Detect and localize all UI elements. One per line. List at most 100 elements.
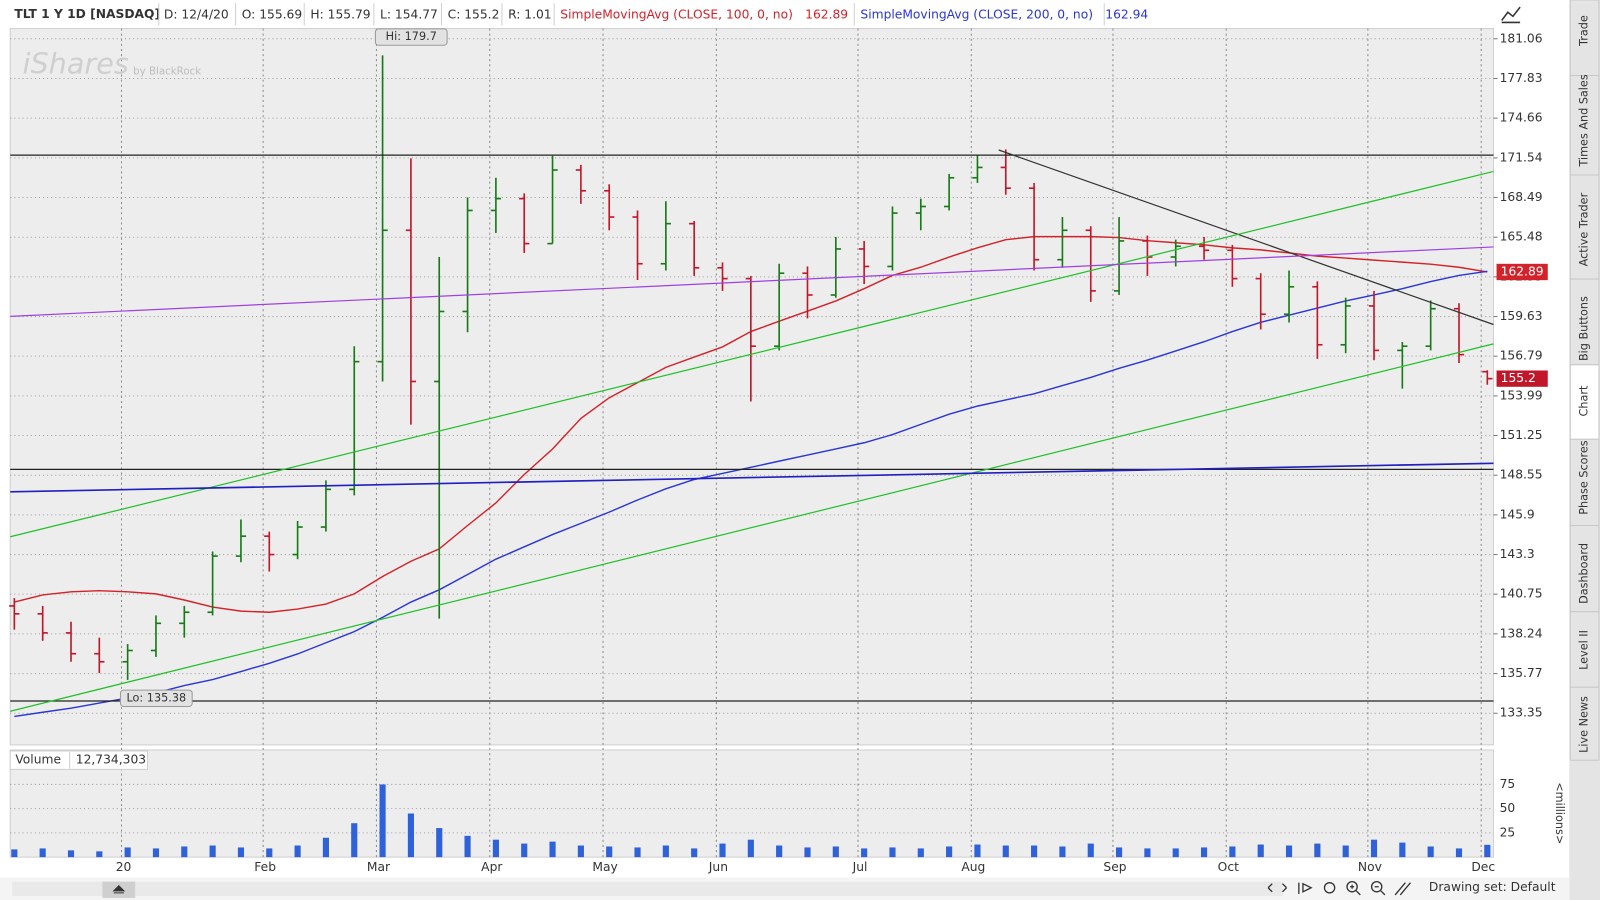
- y-tick-label: 145.9: [1500, 507, 1535, 521]
- sidebar-tab-label[interactable]: Live News: [1578, 696, 1591, 753]
- ohlc-bar: [689, 221, 700, 276]
- label: Lo:: [126, 691, 143, 704]
- annotation-text: Lo: 135.38: [126, 691, 186, 704]
- ohlc-bar: [1453, 303, 1465, 364]
- value: 155.79: [328, 7, 371, 21]
- label: SimpleMovingAvg (CLOSE, 200, 0, no): [860, 7, 1093, 21]
- volume-bar: [549, 841, 556, 858]
- annotation-box: [374, 28, 448, 46]
- ohlc-bar: [1397, 341, 1408, 389]
- volume-unit: <millions>: [1553, 782, 1566, 844]
- volume-bar: [662, 845, 669, 858]
- price-bubble-text: 162.89: [1501, 265, 1544, 279]
- volume-header-box: [9, 750, 149, 770]
- ohlc-bar: [1057, 217, 1068, 268]
- ohlc-bar: [235, 519, 247, 563]
- label: SimpleMovingAvg (CLOSE, 100, 0, no): [560, 7, 793, 21]
- ohlc-bar: [65, 621, 77, 662]
- price-bubble-text: 155.2: [1501, 371, 1536, 385]
- volume-bar: [1285, 845, 1293, 858]
- volume-bar: [124, 847, 131, 858]
- price-panel: [9, 28, 1494, 746]
- ohlc-bar: [660, 201, 671, 271]
- y-tick-label: 50: [1500, 801, 1516, 815]
- header-open: O: 155.69: [242, 7, 302, 21]
- value: 162.89: [805, 7, 848, 21]
- volume-bar: [237, 847, 245, 858]
- volume-bar: [776, 845, 783, 858]
- volume-bar: [1484, 844, 1491, 858]
- study-legend: SimpleMovingAvg (CLOSE, 200, 0, no) 162.9…: [860, 7, 1148, 21]
- ohlc-bar: [349, 346, 360, 496]
- sidebar-tab-label[interactable]: Level II: [1578, 630, 1591, 670]
- sidebar-tab-label[interactable]: Active Trader: [1578, 192, 1591, 266]
- y-tick-label: 140.75: [1500, 587, 1543, 601]
- volume-bar: [747, 839, 754, 858]
- volume-bar: [1399, 842, 1406, 858]
- volume-bar: [1116, 847, 1123, 858]
- label: O:: [242, 7, 256, 21]
- x-tick-label: Oct: [1218, 860, 1239, 874]
- ohlc-bar: [94, 637, 105, 674]
- volume-bar: [294, 845, 301, 858]
- volume-bar: [379, 784, 386, 858]
- volume-bar: [1002, 845, 1009, 858]
- volume-bar: [691, 848, 698, 858]
- sidebar-tab[interactable]: [1569, 611, 1600, 688]
- sidebar-tab[interactable]: [1569, 438, 1600, 527]
- ohlc-bar: [1283, 270, 1295, 323]
- ohlc-bar: [547, 155, 558, 245]
- ohlc-bar: [943, 173, 955, 211]
- ohlc-bar: [575, 164, 586, 204]
- volume-bar: [577, 845, 584, 858]
- sidebar-tab-label[interactable]: Chart: [1578, 385, 1591, 416]
- scroll-handle[interactable]: [102, 881, 136, 898]
- ohlc-bar: [745, 275, 756, 402]
- sidebar-tab-label[interactable]: Phase Scores: [1578, 440, 1591, 514]
- study-legend: SimpleMovingAvg (CLOSE, 100, 0, no) 162.8…: [560, 7, 848, 21]
- header-high: H: 155.79: [310, 7, 370, 21]
- sidebar-tab[interactable]: [1569, 0, 1600, 77]
- ohlc-bar: [405, 158, 417, 425]
- ohlc-bar: [1227, 244, 1238, 287]
- y-tick-label: 156.79: [1500, 349, 1543, 363]
- ohlc-bar: [1312, 281, 1323, 359]
- sidebar-tab-label[interactable]: Trade: [1578, 15, 1591, 47]
- value: 135.38: [147, 691, 186, 704]
- y-tick-label: 135.77: [1500, 666, 1543, 680]
- ohlc-bar: [1340, 297, 1351, 354]
- scrollbar[interactable]: [12, 881, 1283, 896]
- volume-bar: [492, 839, 499, 858]
- sidebar-tab-label[interactable]: Dashboard: [1578, 543, 1591, 604]
- sidebar-tab[interactable]: [1569, 278, 1600, 366]
- volume-bar: [96, 851, 103, 858]
- volume-bar: [1342, 845, 1349, 858]
- x-tick-label: 20: [116, 860, 132, 874]
- volume-bar: [889, 847, 896, 858]
- value: 155.2: [464, 7, 499, 21]
- drawing-set[interactable]: Drawing set: Default: [1429, 880, 1556, 894]
- ohlc-bar: [320, 480, 332, 532]
- ohlc-bar: [604, 184, 615, 231]
- value: 155.69: [259, 7, 302, 21]
- volume-bar: [606, 846, 613, 858]
- toolbar-icons[interactable]: [1267, 880, 1412, 896]
- volume-bar: [1200, 847, 1208, 858]
- x-tick-label: Apr: [481, 860, 503, 874]
- ohlc-bar: [1482, 370, 1493, 385]
- y-tick-label: 165.48: [1500, 230, 1543, 244]
- ohlc-bar: [179, 605, 190, 638]
- drawings: [10, 149, 1494, 712]
- sidebar-tab-label[interactable]: Big Buttons: [1578, 296, 1591, 361]
- value: 179.7: [405, 30, 437, 43]
- ohlc-bar: [462, 197, 473, 333]
- sidebar-tab-label[interactable]: Times And Sales: [1578, 74, 1591, 167]
- label: R:: [508, 7, 520, 21]
- style-icon[interactable]: [1501, 6, 1521, 24]
- header-low: L: 154.77: [380, 7, 438, 21]
- extreme-annotation: Hi: 179.7: [374, 28, 448, 46]
- ohlc-bar: [774, 263, 785, 351]
- sidebar-tab[interactable]: [1569, 686, 1600, 761]
- watermark-brand: iShares: [23, 46, 129, 80]
